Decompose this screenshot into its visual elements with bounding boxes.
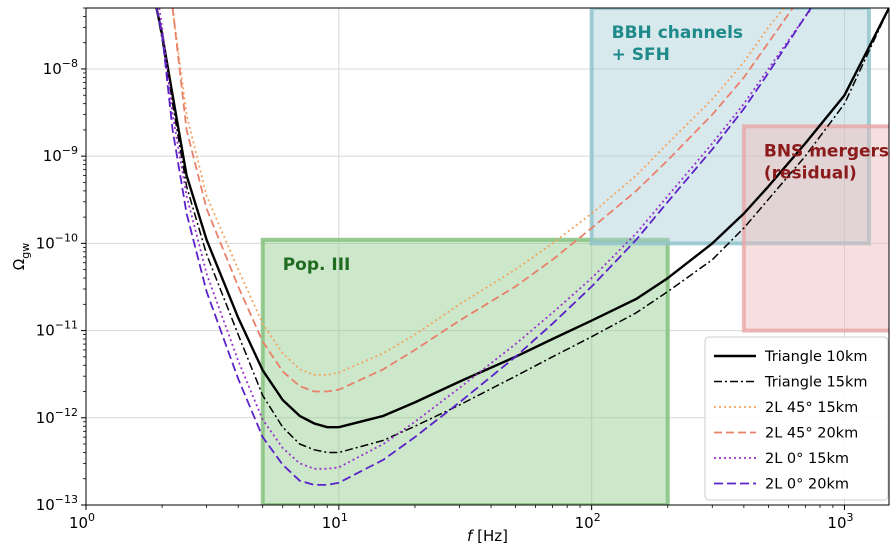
legend-box xyxy=(704,336,889,501)
y-tick-label: 10−13 xyxy=(36,493,78,514)
x-axis-label: f [Hz] xyxy=(467,527,508,545)
region-label: BNS mergers xyxy=(764,141,889,161)
y-axis-label: Ωgw xyxy=(10,243,32,270)
x-tick-label: 102 xyxy=(575,511,601,532)
region-label: Pop. III xyxy=(283,255,351,275)
series-line xyxy=(158,8,814,470)
y-tick-label: 10−8 xyxy=(43,57,78,78)
legend-entry: Triangle 15km xyxy=(764,375,868,391)
region-labels: Pop. III BBH channels+ SFH BNS mergers(res… xyxy=(283,23,889,275)
legend-entry: 2L 0° 15km xyxy=(765,451,849,467)
legend-entry: 2L 45° 15km xyxy=(765,400,858,416)
region-label: (residual) xyxy=(764,163,857,183)
series-line xyxy=(155,8,813,486)
sensitivity-curves xyxy=(155,8,889,486)
x-tick-label: 100 xyxy=(69,511,95,532)
legend-entry: Triangle 10km xyxy=(764,349,868,365)
x-tick-label: 101 xyxy=(322,511,348,532)
region-box xyxy=(260,237,670,505)
y-tick-label: 10−12 xyxy=(36,406,78,427)
region-box xyxy=(741,124,889,333)
legend: Triangle 10km Triangle 15km 2L 45° 15km 2L … xyxy=(704,336,889,501)
series-line xyxy=(171,8,794,393)
y-tick-label: 10−10 xyxy=(36,231,78,252)
series-line xyxy=(155,8,889,454)
x-tick-label: 103 xyxy=(827,511,853,532)
legend-entry: 2L 45° 20km xyxy=(765,426,858,442)
region-label: + SFH xyxy=(612,45,670,65)
y-tick-label: 10−11 xyxy=(36,319,78,340)
y-tick-label: 10−9 xyxy=(43,144,78,165)
region-label: BBH channels xyxy=(612,23,743,43)
legend-entry: 2L 0° 20km xyxy=(765,477,849,493)
series-line xyxy=(171,8,786,376)
axis-ticks: 100 101 102 103 10−13 10−12 10−11 10−10 10−9 10−8 xyxy=(36,7,854,532)
series-line xyxy=(155,8,889,429)
